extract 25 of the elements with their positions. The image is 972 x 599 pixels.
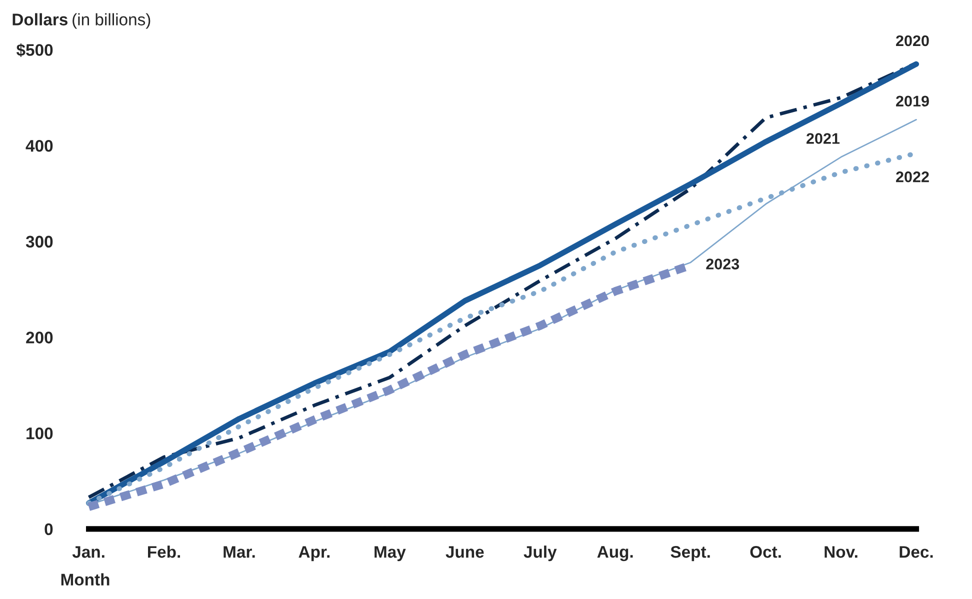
y-tick-label: 0	[44, 523, 53, 536]
y-tick-label: 400	[26, 140, 53, 152]
x-tick-label: Jan.	[72, 546, 104, 558]
y-tick-label: 100	[26, 427, 53, 440]
x-tick-label: Oct.	[750, 546, 781, 558]
series-label: 2023	[706, 258, 740, 270]
x-tick-label: Apr.	[298, 546, 330, 562]
series-label: 2021	[806, 133, 840, 144]
y-tick-label: $500	[16, 43, 53, 57]
x-axis-title: Month	[61, 573, 110, 586]
x-tick-label: May	[374, 546, 406, 562]
x-tick-label: Dec.	[900, 546, 933, 558]
x-tick-label: Mar.	[224, 546, 255, 558]
x-tick-label: Feb.	[148, 546, 180, 558]
x-tick-label: June	[446, 546, 484, 558]
x-tick-label: Sept.	[670, 546, 710, 562]
x-tick-label: July	[524, 546, 557, 562]
y-tick-label: 300	[26, 236, 53, 248]
series-label: 2022	[896, 171, 929, 182]
x-tick-label: Nov.	[824, 546, 858, 558]
series-label: 2019	[896, 96, 929, 107]
y-axis-title: Dollars (in billions)	[12, 13, 150, 29]
y-tick-label: 200	[26, 332, 53, 344]
series-label: 2020	[896, 35, 929, 46]
x-tick-label: Aug.	[597, 546, 633, 562]
